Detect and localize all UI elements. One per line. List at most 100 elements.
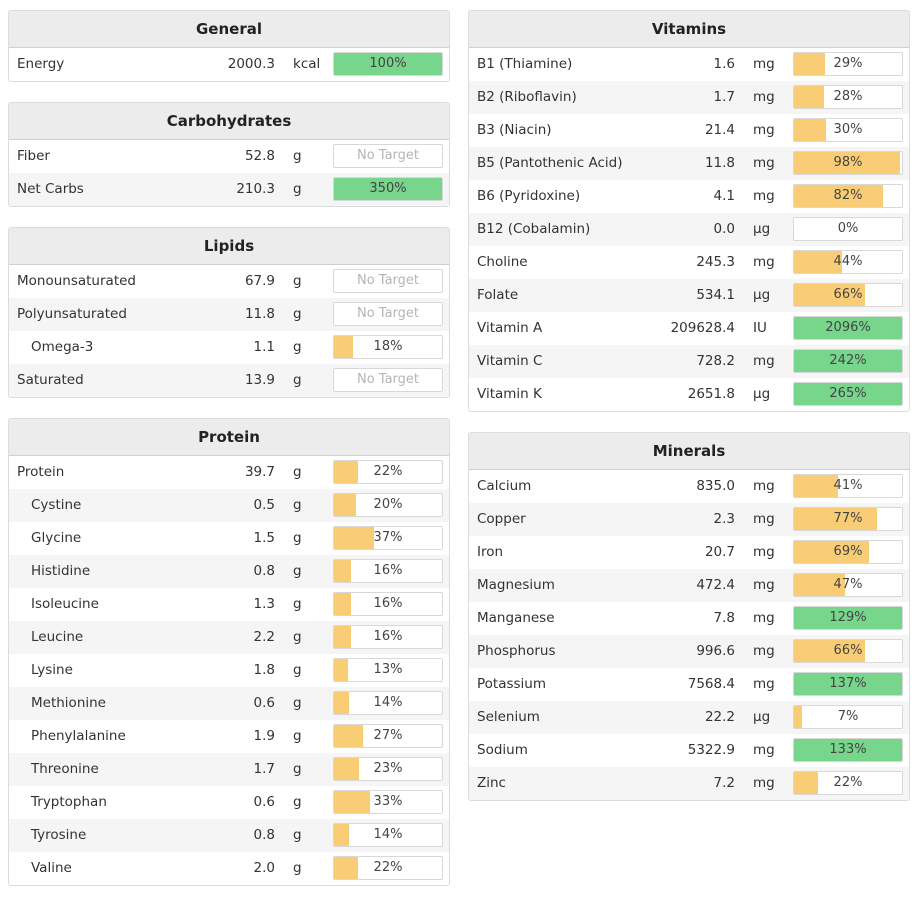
progress-percent: 22% <box>373 464 403 479</box>
nutrient-row-zinc[interactable]: Zinc 7.2 mg 22% <box>469 767 909 800</box>
nutrient-row-net-carbs[interactable]: Net Carbs 210.3 g 350% <box>9 173 449 206</box>
panel-title: Vitamins <box>469 11 909 48</box>
nutrient-row-b1-thiamine[interactable]: B1 (Thiamine) 1.6 mg 29% <box>469 48 909 81</box>
right-column: Vitamins B1 (Thiamine) 1.6 mg 29% B2 (Ribofla… <box>468 10 910 821</box>
nutrient-unit: µg <box>753 221 771 237</box>
nutrient-row-vitamin-k[interactable]: Vitamin K 2651.8 µg 265% <box>469 378 909 411</box>
nutrient-amount: 2651.8 <box>687 386 735 402</box>
nutrient-amount: 39.7 <box>244 464 275 480</box>
nutrient-name: Glycine <box>31 530 82 546</box>
nutrient-name: Tyrosine <box>31 827 87 843</box>
nutrient-amount: 11.8 <box>244 306 275 322</box>
nutrient-row-isoleucine[interactable]: Isoleucine 1.3 g 16% <box>9 588 449 621</box>
nutrient-row-b2-riboflavin[interactable]: B2 (Riboflavin) 1.7 mg 28% <box>469 81 909 114</box>
nutrient-unit: mg <box>753 577 775 593</box>
nutrient-row-leucine[interactable]: Leucine 2.2 g 16% <box>9 621 449 654</box>
nutrient-name: Manganese <box>477 610 555 626</box>
progress-fill <box>334 857 358 879</box>
target-progress-bar: 16% <box>333 625 443 649</box>
nutrient-row-vitamin-c[interactable]: Vitamin C 728.2 mg 242% <box>469 345 909 378</box>
progress-percent: 7% <box>837 709 859 724</box>
nutrient-name: Fiber <box>17 148 50 164</box>
progress-percent: 41% <box>833 478 863 493</box>
nutrient-unit: g <box>293 728 302 744</box>
nutrient-row-tyrosine[interactable]: Tyrosine 0.8 g 14% <box>9 819 449 852</box>
panel-vitamins: Vitamins B1 (Thiamine) 1.6 mg 29% B2 (Ribofla… <box>468 10 910 412</box>
nutrient-row-selenium[interactable]: Selenium 22.2 µg 7% <box>469 701 909 734</box>
nutrient-unit: kcal <box>293 56 321 72</box>
nutrient-row-omega-3[interactable]: Omega-3 1.1 g 18% <box>9 331 449 364</box>
progress-percent: 27% <box>373 728 403 743</box>
nutrient-row-polyunsaturated[interactable]: Polyunsaturated 11.8 g No Target <box>9 298 449 331</box>
nutrient-unit: g <box>293 273 302 289</box>
progress-percent: 16% <box>373 563 403 578</box>
nutrient-name: B5 (Pantothenic Acid) <box>477 155 623 171</box>
nutrient-amount: 2.2 <box>253 629 275 645</box>
nutrient-row-phosphorus[interactable]: Phosphorus 996.6 mg 66% <box>469 635 909 668</box>
nutrient-name: Energy <box>17 56 65 72</box>
nutrient-unit: IU <box>753 320 767 336</box>
nutrient-row-b6-pyridoxine[interactable]: B6 (Pyridoxine) 4.1 mg 82% <box>469 180 909 213</box>
nutrient-unit: mg <box>753 188 775 204</box>
nutrient-name: Lysine <box>31 662 73 678</box>
nutrient-row-energy[interactable]: Energy 2000.3 kcal 100% <box>9 48 449 81</box>
nutrient-row-glycine[interactable]: Glycine 1.5 g 37% <box>9 522 449 555</box>
nutrient-amount: 0.8 <box>253 827 275 843</box>
nutrient-row-iron[interactable]: Iron 20.7 mg 69% <box>469 536 909 569</box>
nutrient-name: Phenylalanine <box>31 728 126 744</box>
progress-percent: 23% <box>373 761 403 776</box>
target-progress-bar: 2096% <box>793 316 903 340</box>
target-progress-bar: 133% <box>793 738 903 762</box>
progress-percent: 22% <box>833 775 863 790</box>
panel-title: Minerals <box>469 433 909 470</box>
nutrient-row-phenylalanine[interactable]: Phenylalanine 1.9 g 27% <box>9 720 449 753</box>
nutrient-row-copper[interactable]: Copper 2.3 mg 77% <box>469 503 909 536</box>
nutrient-amount: 11.8 <box>704 155 735 171</box>
progress-fill <box>794 541 869 563</box>
panel-body: Energy 2000.3 kcal 100% <box>9 48 449 81</box>
target-progress-bar: 100% <box>333 52 443 76</box>
nutrient-row-threonine[interactable]: Threonine 1.7 g 23% <box>9 753 449 786</box>
progress-fill <box>794 739 902 761</box>
nutrient-row-b3-niacin[interactable]: B3 (Niacin) 21.4 mg 30% <box>469 114 909 147</box>
nutrient-row-folate[interactable]: Folate 534.1 µg 66% <box>469 279 909 312</box>
nutrient-unit: g <box>293 339 302 355</box>
nutrient-row-calcium[interactable]: Calcium 835.0 mg 41% <box>469 470 909 503</box>
nutrient-name: Valine <box>31 860 72 876</box>
nutrient-row-sodium[interactable]: Sodium 5322.9 mg 133% <box>469 734 909 767</box>
progress-fill <box>794 251 842 273</box>
nutrient-row-methionine[interactable]: Methionine 0.6 g 14% <box>9 687 449 720</box>
nutrient-row-histidine[interactable]: Histidine 0.8 g 16% <box>9 555 449 588</box>
nutrient-row-potassium[interactable]: Potassium 7568.4 mg 137% <box>469 668 909 701</box>
progress-percent: 350% <box>369 181 407 196</box>
target-progress-bar: No Target <box>333 269 443 293</box>
nutrient-row-protein[interactable]: Protein 39.7 g 22% <box>9 456 449 489</box>
panel-body: B1 (Thiamine) 1.6 mg 29% B2 (Riboflavin) 1.7 m… <box>469 48 909 411</box>
target-progress-bar: 23% <box>333 757 443 781</box>
nutrient-row-manganese[interactable]: Manganese 7.8 mg 129% <box>469 602 909 635</box>
nutrient-row-tryptophan[interactable]: Tryptophan 0.6 g 33% <box>9 786 449 819</box>
nutrient-row-fiber[interactable]: Fiber 52.8 g No Target <box>9 140 449 173</box>
nutrient-amount: 996.6 <box>696 643 735 659</box>
nutrient-row-cystine[interactable]: Cystine 0.5 g 20% <box>9 489 449 522</box>
nutrient-amount: 1.9 <box>253 728 275 744</box>
nutrient-row-saturated[interactable]: Saturated 13.9 g No Target <box>9 364 449 397</box>
nutrient-row-valine[interactable]: Valine 2.0 g 22% <box>9 852 449 885</box>
nutrient-row-vitamin-a[interactable]: Vitamin A 209628.4 IU 2096% <box>469 312 909 345</box>
progress-percent: 137% <box>829 676 867 691</box>
nutrient-amount: 2.0 <box>253 860 275 876</box>
nutrient-name: Magnesium <box>477 577 555 593</box>
nutrient-name: Isoleucine <box>31 596 99 612</box>
target-progress-bar: 14% <box>333 823 443 847</box>
nutrient-row-b5-pantothenic-acid[interactable]: B5 (Pantothenic Acid) 11.8 mg 98% <box>469 147 909 180</box>
nutrient-row-monounsaturated[interactable]: Monounsaturated 67.9 g No Target <box>9 265 449 298</box>
nutrient-row-choline[interactable]: Choline 245.3 mg 44% <box>469 246 909 279</box>
nutrient-name: B1 (Thiamine) <box>477 56 573 72</box>
nutrient-amount: 67.9 <box>244 273 275 289</box>
progress-fill <box>794 508 878 530</box>
nutrient-row-magnesium[interactable]: Magnesium 472.4 mg 47% <box>469 569 909 602</box>
nutrient-row-lysine[interactable]: Lysine 1.8 g 13% <box>9 654 449 687</box>
target-progress-bar: No Target <box>333 144 443 168</box>
nutrient-row-b12-cobalamin[interactable]: B12 (Cobalamin) 0.0 µg 0% <box>469 213 909 246</box>
nutrient-amount: 22.2 <box>704 709 735 725</box>
